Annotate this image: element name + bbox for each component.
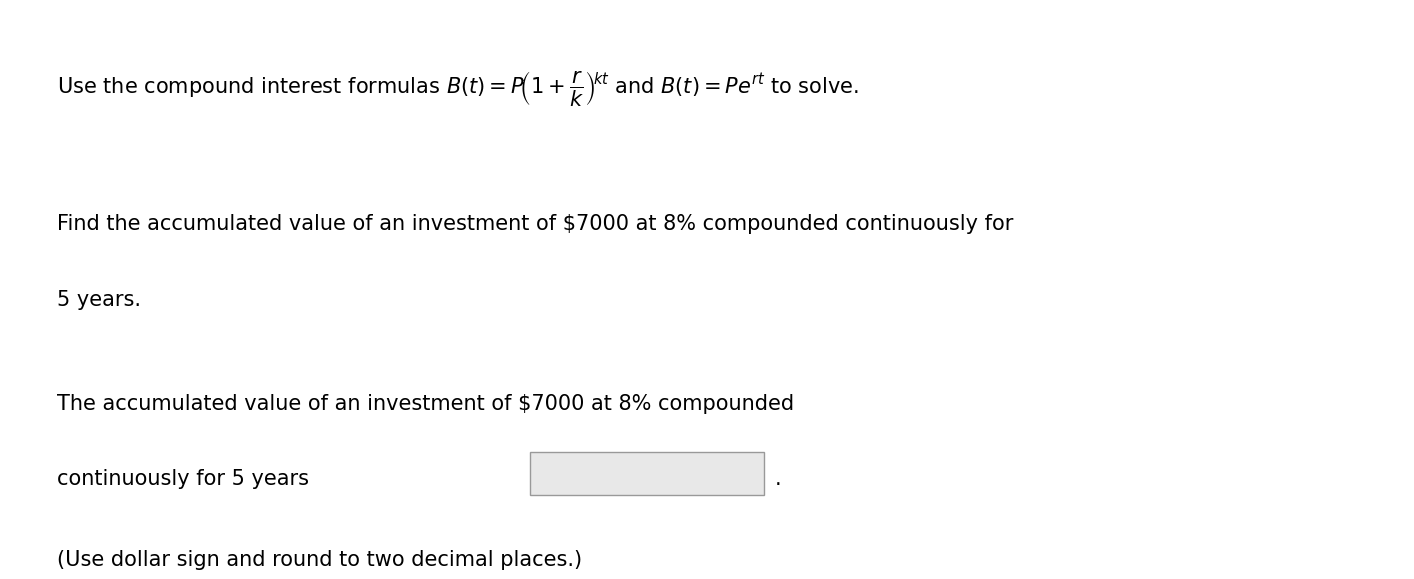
Text: The accumulated value of an investment of $7000 at 8% compounded: The accumulated value of an investment o… bbox=[57, 394, 793, 414]
Text: 5 years.: 5 years. bbox=[57, 290, 140, 310]
Text: Find the accumulated value of an investment of $7000 at 8% compounded continuous: Find the accumulated value of an investm… bbox=[57, 214, 1012, 234]
Text: Use the compound interest formulas $B(t) = P\!\left(1 + \dfrac{r}{k}\right)^{\!k: Use the compound interest formulas $B(t)… bbox=[57, 69, 858, 108]
FancyBboxPatch shape bbox=[530, 452, 764, 495]
Text: .: . bbox=[775, 469, 782, 489]
Text: (Use dollar sign and round to two decimal places.): (Use dollar sign and round to two decima… bbox=[57, 550, 581, 570]
Text: continuously for 5 years: continuously for 5 years bbox=[57, 469, 308, 489]
